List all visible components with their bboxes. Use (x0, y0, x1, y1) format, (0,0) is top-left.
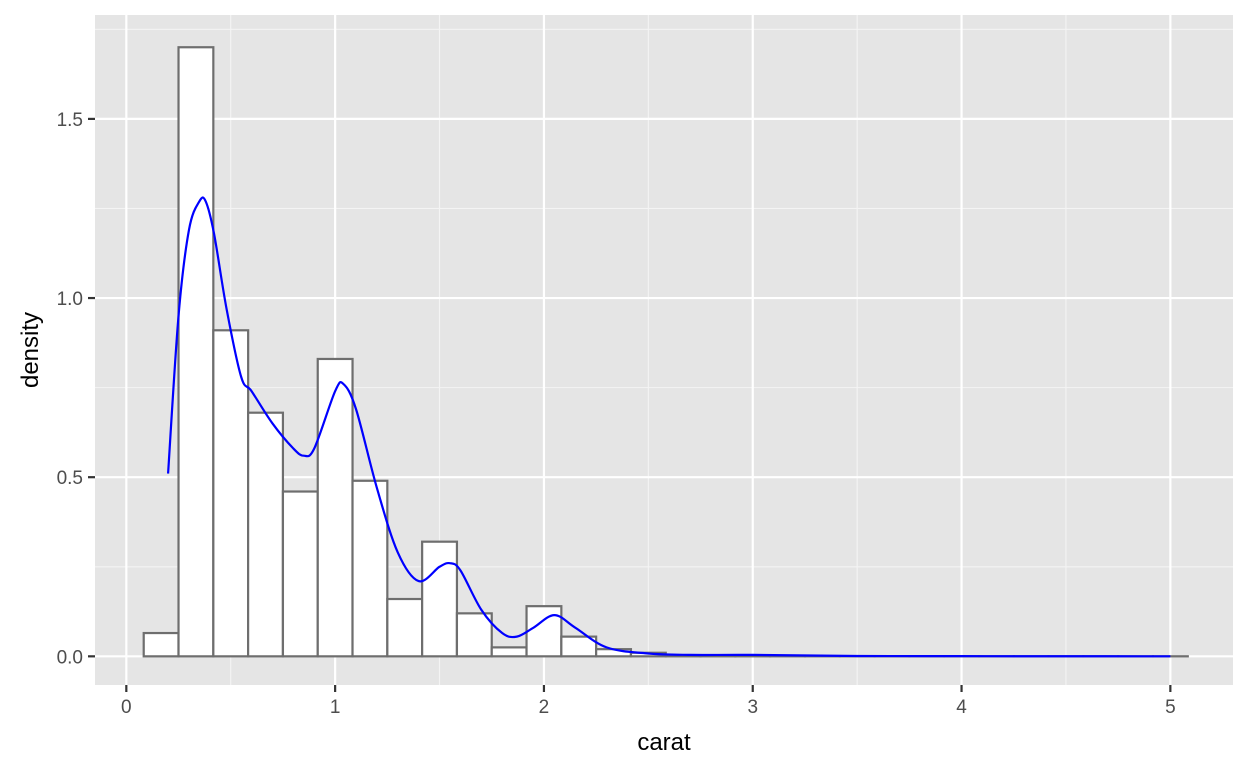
histogram-bar (316, 357, 354, 658)
x-axis-title: carat (637, 729, 691, 756)
x-axis: 0 1 2 3 4 5 (121, 685, 1176, 718)
histogram-bar (421, 540, 459, 658)
x-tick-label: 5 (1165, 697, 1176, 718)
y-axis: 0.0 0.5 1.0 1.5 (57, 110, 95, 668)
histogram-bar (455, 612, 493, 658)
y-tick-label: 0.5 (57, 468, 83, 489)
histogram-bar (386, 597, 424, 658)
histogram-bars (142, 46, 1189, 658)
histogram-bar (247, 411, 285, 658)
histogram-bar (142, 631, 180, 658)
y-tick-label: 0.0 (57, 647, 83, 668)
density-curve (166, 196, 1171, 658)
y-tick-label: 1.5 (57, 110, 83, 131)
histogram-bar (212, 329, 250, 658)
density-curve-group (166, 196, 1171, 658)
x-tick-label: 0 (121, 697, 132, 718)
histogram-bar (281, 490, 319, 658)
x-tick-label: 2 (539, 697, 550, 718)
x-tick-label: 1 (330, 697, 341, 718)
x-tick-label: 4 (956, 697, 967, 718)
y-tick-label: 1.0 (57, 289, 83, 310)
y-axis-title: density (17, 312, 44, 388)
histogram-bar (177, 46, 215, 658)
x-tick-label: 3 (747, 697, 758, 718)
histogram-bar (351, 479, 389, 658)
histogram-bar (525, 605, 563, 658)
grid-minor (95, 15, 1233, 685)
histogram-bar (490, 646, 528, 658)
histogram-bar (560, 635, 598, 658)
